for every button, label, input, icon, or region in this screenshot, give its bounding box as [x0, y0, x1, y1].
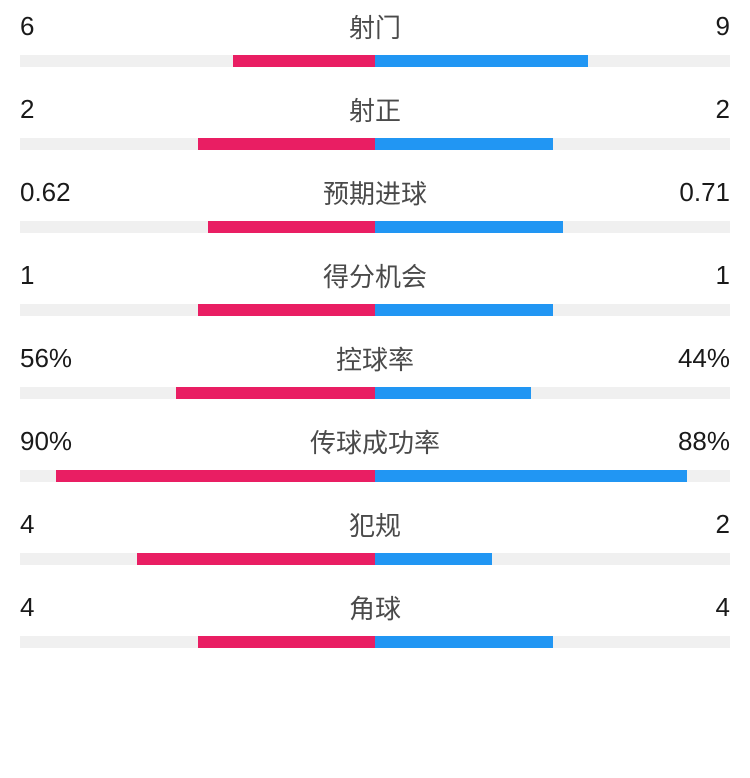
stat-bar-right-track	[375, 636, 730, 648]
stat-value-left: 56%	[20, 343, 80, 374]
stat-bar-left-fill	[176, 387, 375, 399]
stat-bar-right-track	[375, 138, 730, 150]
stat-header: 4犯规2	[20, 506, 730, 543]
stat-bar-left-fill	[198, 304, 376, 316]
stat-bar-left-track	[20, 55, 375, 67]
stat-bar-left-fill	[208, 221, 375, 233]
stat-bar-left-fill	[198, 138, 376, 150]
stat-row: 4角球4	[20, 589, 730, 648]
stat-value-left: 2	[20, 94, 80, 125]
stat-bar-right-track	[375, 55, 730, 67]
stat-bar-container	[20, 636, 730, 648]
stat-label: 角球	[80, 589, 670, 626]
stat-value-right: 4	[670, 592, 730, 623]
stat-bar-left-track	[20, 470, 375, 482]
stat-value-left: 1	[20, 260, 80, 291]
stat-row: 4犯规2	[20, 506, 730, 565]
stat-bar-container	[20, 221, 730, 233]
stat-row: 56%控球率44%	[20, 340, 730, 399]
stat-bar-right-fill	[375, 221, 563, 233]
stat-bar-right-track	[375, 553, 730, 565]
stat-bar-left-track	[20, 553, 375, 565]
stat-bar-right-fill	[375, 636, 553, 648]
stat-label: 犯规	[80, 506, 670, 543]
stat-row: 90%传球成功率88%	[20, 423, 730, 482]
stat-value-right: 88%	[670, 426, 730, 457]
stat-bar-left-fill	[137, 553, 375, 565]
stat-row: 6射门9	[20, 8, 730, 67]
stat-bar-left-track	[20, 387, 375, 399]
stat-value-right: 44%	[670, 343, 730, 374]
stat-bar-container	[20, 553, 730, 565]
stat-bar-container	[20, 138, 730, 150]
stat-header: 56%控球率44%	[20, 340, 730, 377]
stat-header: 90%传球成功率88%	[20, 423, 730, 460]
stat-bar-left-track	[20, 304, 375, 316]
stat-row: 1得分机会1	[20, 257, 730, 316]
stat-label: 得分机会	[80, 257, 670, 294]
stat-value-left: 6	[20, 11, 80, 42]
stat-bar-right-track	[375, 387, 730, 399]
stat-header: 6射门9	[20, 8, 730, 45]
stat-bar-right-fill	[375, 55, 588, 67]
stat-bar-container	[20, 470, 730, 482]
stat-row: 0.62预期进球0.71	[20, 174, 730, 233]
stat-value-right: 0.71	[670, 177, 730, 208]
stat-bar-right-fill	[375, 553, 492, 565]
match-stats-container: 6射门92射正20.62预期进球0.711得分机会156%控球率44%90%传球…	[20, 8, 730, 648]
stat-label: 控球率	[80, 340, 670, 377]
stat-header: 4角球4	[20, 589, 730, 626]
stat-value-right: 9	[670, 11, 730, 42]
stat-value-right: 2	[670, 509, 730, 540]
stat-label: 预期进球	[80, 174, 670, 211]
stat-value-right: 2	[670, 94, 730, 125]
stat-header: 1得分机会1	[20, 257, 730, 294]
stat-row: 2射正2	[20, 91, 730, 150]
stat-bar-container	[20, 55, 730, 67]
stat-bar-right-fill	[375, 387, 531, 399]
stat-label: 传球成功率	[80, 423, 670, 460]
stat-bar-right-track	[375, 221, 730, 233]
stat-value-left: 90%	[20, 426, 80, 457]
stat-bar-container	[20, 387, 730, 399]
stat-bar-right-fill	[375, 470, 687, 482]
stat-bar-left-fill	[56, 470, 376, 482]
stat-bar-right-fill	[375, 138, 553, 150]
stat-label: 射门	[80, 8, 670, 45]
stat-value-left: 0.62	[20, 177, 80, 208]
stat-value-left: 4	[20, 509, 80, 540]
stat-bar-right-track	[375, 304, 730, 316]
stat-bar-right-track	[375, 470, 730, 482]
stat-value-right: 1	[670, 260, 730, 291]
stat-bar-left-track	[20, 138, 375, 150]
stat-bar-left-fill	[233, 55, 375, 67]
stat-bar-left-fill	[198, 636, 376, 648]
stat-bar-container	[20, 304, 730, 316]
stat-value-left: 4	[20, 592, 80, 623]
stat-header: 0.62预期进球0.71	[20, 174, 730, 211]
stat-bar-left-track	[20, 636, 375, 648]
stat-bar-left-track	[20, 221, 375, 233]
stat-bar-right-fill	[375, 304, 553, 316]
stat-label: 射正	[80, 91, 670, 128]
stat-header: 2射正2	[20, 91, 730, 128]
